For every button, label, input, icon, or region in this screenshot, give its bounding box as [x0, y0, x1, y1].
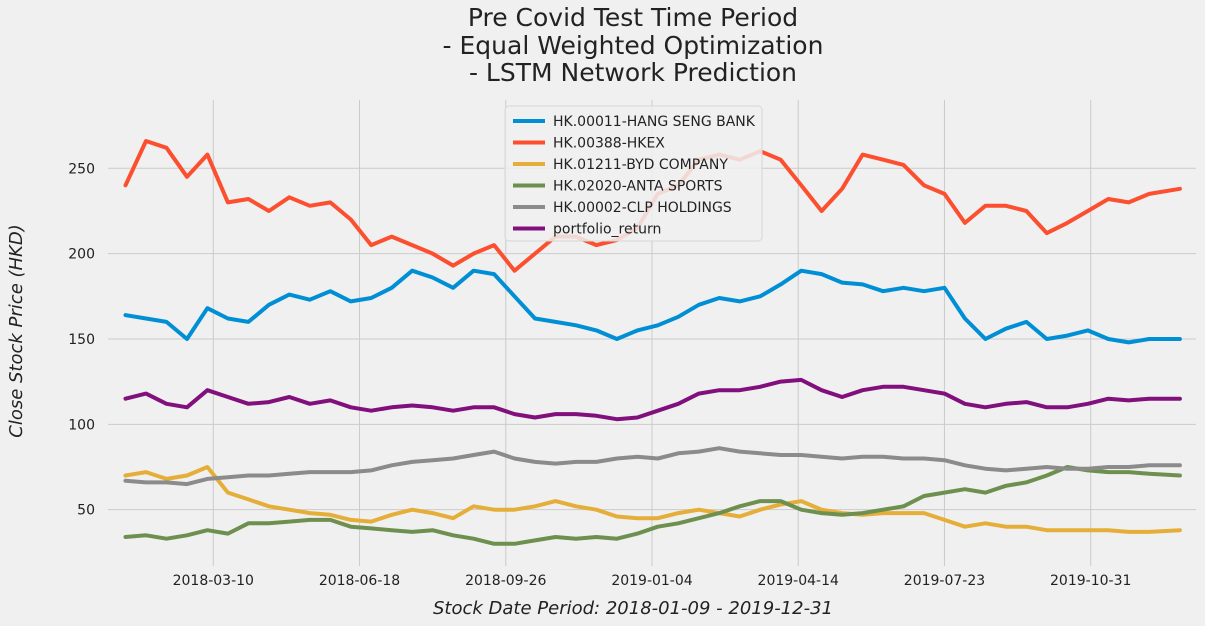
y-tick-label: 50 [77, 503, 95, 519]
chart-title-line-3: - LSTM Network Prediction [469, 58, 797, 87]
legend-label-2: HK.01211-BYD COMPANY [553, 157, 728, 173]
x-tick-label: 2019-07-23 [904, 573, 985, 589]
legend-box [504, 105, 763, 242]
series-line-2 [123, 465, 1182, 534]
y-axis-ticks: 50 100 150 200 250 [68, 161, 95, 518]
series-line-3 [123, 465, 1182, 546]
x-tick-label: 2018-09-26 [465, 573, 546, 589]
x-tick-label: 2018-06-18 [319, 573, 400, 589]
series-line-0 [123, 268, 1182, 345]
legend-label-0: HK.00011-HANG SENG BANK [553, 114, 756, 130]
legend-label-5: portfolio_return [553, 222, 661, 238]
series-line-5 [123, 377, 1182, 422]
y-tick-label: 250 [68, 161, 95, 177]
chart-title-line-2: - Equal Weighted Optimization [443, 31, 824, 60]
legend-label-3: HK.02020-ANTA SPORTS [553, 179, 723, 195]
x-axis-ticks: 2018-03-10 2018-06-18 2018-09-26 2019-01-04… [173, 573, 1132, 589]
chart-title-line-1: Pre Covid Test Time Period [468, 3, 798, 32]
y-tick-label: 150 [68, 332, 95, 348]
series-line-4 [123, 446, 1182, 487]
x-tick-label: 2019-01-04 [611, 573, 692, 589]
y-axis-label: Close Stock Price (HKD) [6, 224, 27, 438]
y-tick-label: 100 [68, 417, 95, 433]
x-tick-label: 2018-03-10 [173, 573, 254, 589]
y-tick-label: 200 [68, 247, 95, 263]
legend-label-1: HK.00388-HKEX [553, 136, 665, 152]
x-tick-label: 2019-10-31 [1050, 573, 1131, 589]
legend: HK.00011-HANG SENG BANK HK.00388-HKEX HK.0… [504, 105, 763, 242]
x-tick-label: 2019-04-14 [758, 573, 839, 589]
legend-label-4: HK.00002-CLP HOLDINGS [553, 200, 732, 216]
x-axis-label: Stock Date Period: 2018-01-09 - 2019-12-… [433, 598, 833, 619]
